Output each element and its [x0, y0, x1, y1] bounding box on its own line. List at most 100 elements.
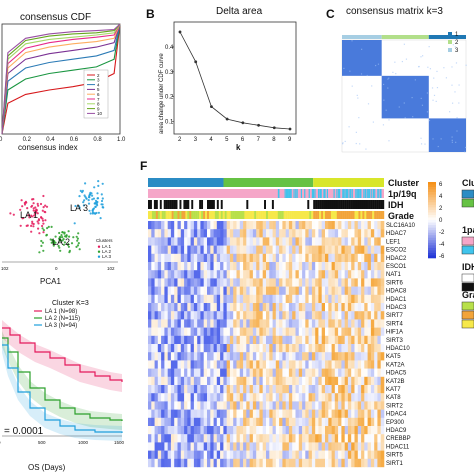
heat-cell [275, 442, 280, 451]
scale-step [428, 184, 436, 188]
heat-cell [216, 360, 221, 369]
heat-cell [259, 409, 263, 418]
cm-cluster-bar-1 [342, 35, 382, 39]
heat-cell [279, 303, 283, 312]
heat-cell [344, 352, 349, 361]
track-idh-cell [205, 200, 208, 209]
heat-cell [364, 360, 368, 369]
heat-cell [298, 417, 303, 427]
heat-cell [357, 393, 362, 402]
heat-cell [288, 270, 293, 279]
heat-cell [347, 417, 352, 427]
heat-cell [292, 458, 296, 468]
heat-cell [282, 335, 286, 345]
heat-cell [328, 262, 332, 271]
track-grade-cell [352, 211, 355, 219]
heat-cell [249, 221, 254, 230]
heat-cell [282, 458, 286, 468]
heat-cell [295, 221, 300, 230]
heat-cell [197, 278, 201, 287]
heat-cell [180, 245, 185, 254]
heat-cell [243, 417, 247, 427]
heat-cell [246, 319, 250, 328]
heat-cell [347, 286, 352, 295]
pca-point-2 [54, 235, 57, 238]
heat-cell [308, 442, 313, 451]
heat-cell [177, 360, 182, 369]
pca-point-3 [89, 212, 92, 215]
heat-cell [200, 385, 204, 394]
heat-cell [233, 229, 237, 238]
track-idh-cell [258, 200, 261, 209]
heat-cell [325, 253, 329, 263]
heat-cell [243, 319, 247, 328]
heat-cell [334, 253, 339, 263]
heat-cell [285, 368, 290, 377]
heat-cell [193, 360, 198, 369]
heat-cell [184, 360, 188, 369]
heat-cell [226, 262, 231, 271]
heat-cell [190, 458, 195, 468]
track-idh-cell [242, 200, 245, 209]
heat-cell [380, 442, 385, 451]
heat-cell [357, 319, 362, 328]
heat-cell [213, 311, 218, 320]
heat-cell [380, 393, 385, 402]
heat-cell [377, 270, 381, 279]
scale-step [428, 194, 436, 198]
track-1p19q-codel [308, 189, 310, 198]
heat-cell [374, 458, 378, 468]
cm-speckle [451, 141, 453, 143]
heat-cell [311, 360, 316, 369]
heat-cell [315, 286, 319, 295]
heat-cell [207, 344, 211, 353]
pca-point-3 [85, 197, 88, 200]
heat-cell [282, 327, 286, 336]
heat-cell [216, 344, 221, 353]
heat-cell [279, 286, 283, 295]
heat-cell [167, 352, 172, 361]
track-grade-cell [183, 211, 186, 219]
heat-cell [249, 368, 254, 377]
heat-cell [269, 311, 273, 320]
heat-cell [256, 393, 260, 402]
gene-label-KAT7: KAT7 [386, 387, 401, 393]
pca-point-3 [97, 184, 100, 187]
heat-cell [154, 237, 159, 246]
heat-cell [338, 335, 342, 345]
heat-cell [164, 450, 168, 459]
heat-cell [154, 458, 159, 468]
km-curve-1 [2, 327, 123, 382]
track-1p19q-codel [372, 189, 374, 198]
heat-cell [370, 409, 375, 418]
heat-cell [170, 237, 175, 246]
heat-cell [302, 319, 306, 328]
heat-cell [161, 458, 165, 468]
track-grade-cell [185, 211, 188, 219]
heat-cell [259, 311, 263, 320]
heat-cell [331, 335, 336, 345]
heat-cell [275, 401, 280, 410]
track-grade-cell [305, 211, 308, 219]
heat-cell [184, 409, 188, 418]
heat-cell [197, 311, 201, 320]
heat-cell [361, 368, 365, 377]
heat-cell [351, 417, 355, 427]
heat-cell [236, 319, 241, 328]
heat-cell [167, 393, 172, 402]
heat-cell [361, 303, 365, 312]
heat-cell [298, 360, 303, 369]
heat-cell [269, 327, 273, 336]
heat-cell [216, 303, 221, 312]
km-xtick-1: 500 [38, 440, 46, 445]
cdf-line-4 [1, 23, 121, 135]
heat-cell [174, 335, 178, 345]
heat-cell [338, 426, 342, 435]
heat-cell [229, 245, 234, 254]
heat-cell [311, 442, 316, 451]
gene-label-HDAC11: HDAC11 [386, 444, 410, 450]
heat-cell [216, 368, 221, 377]
heat-cell [246, 270, 250, 279]
heat-cell [295, 311, 300, 320]
